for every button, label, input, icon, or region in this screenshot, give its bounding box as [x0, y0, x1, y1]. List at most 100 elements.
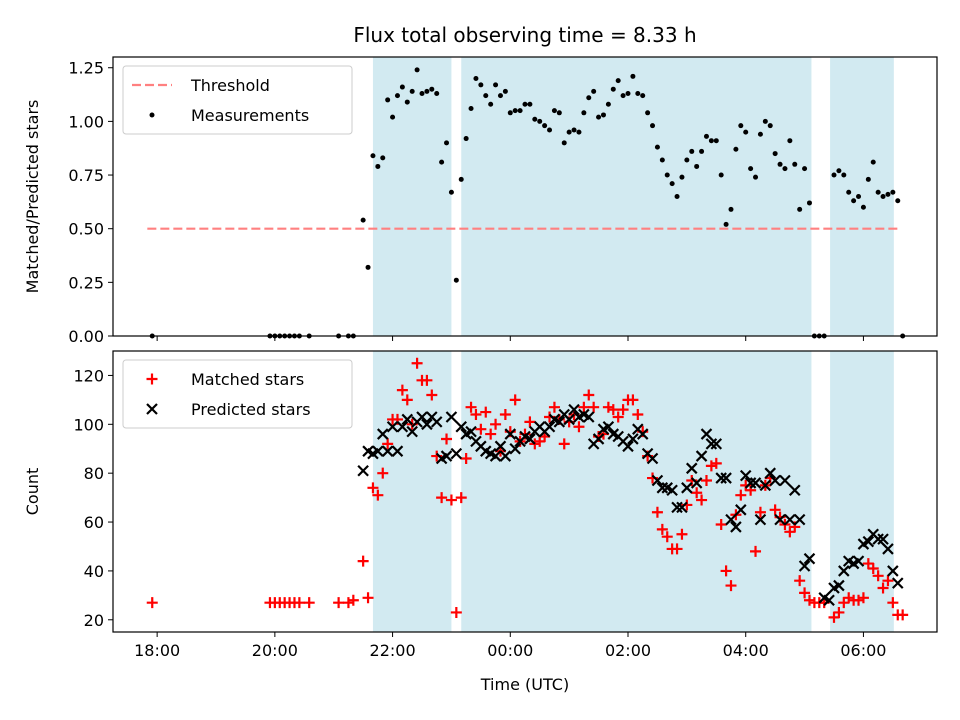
y-tick-label: 0.25	[68, 273, 104, 292]
measurement-point	[488, 101, 494, 107]
predicted-star-point	[730, 521, 742, 533]
measurement-point	[659, 157, 665, 163]
predicted-star-point	[759, 479, 772, 492]
matched-star-point	[524, 416, 536, 428]
predicted-star-point	[838, 565, 850, 577]
measurement-point	[856, 194, 862, 199]
measurement-point	[723, 221, 729, 227]
measurement-point	[890, 189, 896, 195]
matched-star-point	[754, 506, 766, 518]
measurement-point	[532, 116, 538, 122]
measurement-point	[394, 93, 400, 99]
predicted-star-point	[764, 467, 777, 479]
y-tick-label: 0.75	[68, 166, 104, 185]
matched-star-point	[377, 467, 389, 479]
y-tick-label: 80	[84, 464, 104, 483]
predicted-star-point	[504, 428, 517, 440]
measurement-point	[522, 101, 528, 107]
measurement-point	[596, 114, 602, 120]
matched-star-point	[769, 504, 781, 516]
measurement-point	[787, 138, 793, 144]
measurement-point	[473, 75, 479, 81]
matched-star-point	[627, 394, 639, 406]
predicted-star-point	[421, 418, 433, 431]
measurement-point	[713, 138, 719, 144]
matched-star-point	[490, 418, 502, 430]
matched-star-point	[784, 526, 796, 538]
measurement-point	[880, 194, 886, 199]
measurement-point	[586, 95, 592, 101]
predicted-star-point	[744, 477, 757, 489]
measurement-point	[797, 206, 803, 212]
measurement-point	[743, 129, 749, 135]
predicted-star-point	[720, 472, 732, 484]
matched-star-point	[710, 457, 722, 469]
measurement-point	[375, 163, 381, 169]
measurement-point	[684, 157, 690, 163]
measurement-point	[694, 163, 700, 169]
measurement-point	[600, 112, 606, 118]
measurement-point	[512, 108, 518, 114]
measurement-point	[385, 97, 391, 103]
predicted-star-point	[553, 416, 566, 428]
matched-star-point	[691, 487, 703, 499]
matched-star-point	[833, 606, 845, 618]
predicted-star-point	[494, 440, 507, 453]
matched-star-point	[455, 492, 467, 504]
predicted-star-point	[710, 438, 723, 450]
predicted-star-point	[715, 472, 727, 484]
matched-star-point	[705, 460, 717, 472]
observing-window-shades	[372, 57, 894, 336]
predicted-star-point	[499, 450, 512, 462]
predicted-star-point	[852, 555, 865, 567]
matched-star-point	[651, 506, 663, 518]
y-tick-label: 120	[73, 366, 104, 385]
matched-star-point	[828, 611, 840, 623]
predicted-star-point	[656, 482, 669, 494]
predicted-star-point	[602, 420, 615, 433]
matched-star-point	[342, 597, 354, 609]
measurement-point	[895, 198, 901, 204]
matched-star-point	[396, 384, 408, 396]
observing-window-shade	[461, 351, 812, 632]
matched-star-point	[362, 592, 374, 604]
matched-star-point	[534, 435, 546, 447]
matched-star-point	[588, 401, 600, 413]
predicted-star-point	[401, 413, 414, 426]
measurement-point	[390, 114, 396, 120]
predicted-star-point	[543, 420, 556, 433]
predicted-star-point	[877, 533, 889, 545]
matched-star-point	[715, 518, 727, 530]
predicted-star-point	[798, 560, 811, 572]
measurement-point	[507, 110, 513, 116]
ratio-y-axis-label: Matched/Predicted stars	[23, 100, 42, 294]
measurement-point	[674, 194, 680, 199]
count-panel: 18:00 20:00 22:00 00:00 02:00 04:00 06:00 20 40…	[23, 350, 938, 660]
y-tick-label: 20	[84, 611, 104, 630]
measurement-point	[885, 191, 891, 197]
legend-entry-label: Predicted stars	[191, 400, 311, 419]
predicted-star-point	[450, 447, 463, 460]
matched-star-point	[803, 594, 815, 606]
matched-star-point	[750, 545, 762, 557]
matched-star-point	[838, 597, 850, 609]
observing-window-shade	[461, 57, 812, 336]
predicted-star-point	[430, 416, 443, 428]
legend-entry-label: Threshold	[190, 76, 270, 95]
predicted-star-point	[636, 428, 649, 440]
measurement-point	[777, 161, 783, 167]
measurement-point	[434, 90, 440, 96]
predicted-star-point	[695, 450, 708, 462]
predicted-star-point	[455, 420, 468, 433]
legend-predicted-swatch	[146, 403, 158, 415]
measurement-point	[571, 127, 577, 133]
matched-star-point	[700, 475, 712, 487]
predicted-star-point	[509, 442, 521, 455]
matched-star-point	[799, 587, 811, 599]
matched-star-point	[401, 394, 413, 406]
measurement-point	[414, 67, 420, 73]
predicted-star-point	[627, 433, 639, 445]
y-tick-label: 1.00	[68, 112, 104, 131]
measurement-point	[635, 90, 641, 96]
